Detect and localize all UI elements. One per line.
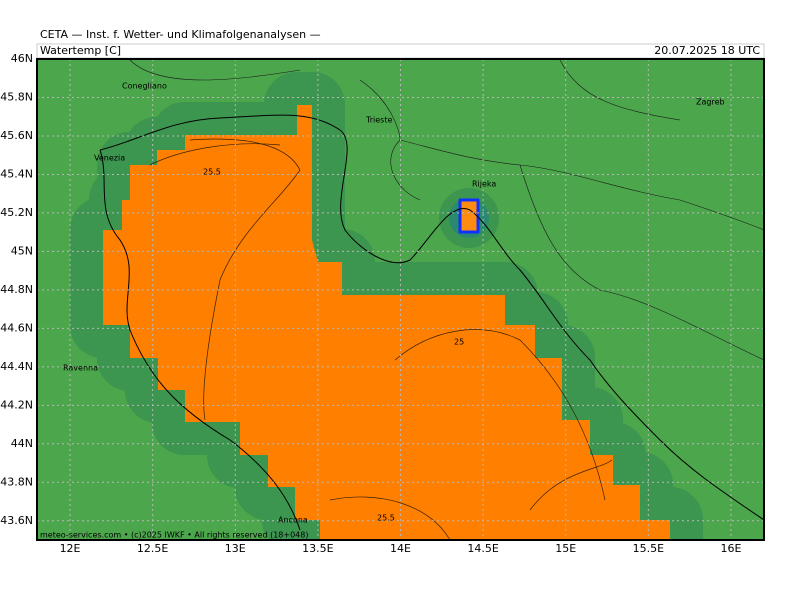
place-label: Ancona bbox=[278, 516, 308, 525]
contours bbox=[149, 138, 613, 540]
coastline bbox=[99, 59, 764, 531]
lat-tick-label: 44.4N bbox=[0, 360, 33, 373]
lat-tick-label: 45.8N bbox=[0, 90, 33, 103]
place-label: Ravenna bbox=[63, 364, 98, 373]
contour-label: 25.5 bbox=[203, 168, 221, 177]
map-frame bbox=[36, 58, 765, 541]
lon-tick-label: 13.5E bbox=[302, 542, 333, 555]
sea-field bbox=[70, 72, 703, 540]
lon-tick-label: 12E bbox=[60, 542, 81, 555]
place-label: Conegliano bbox=[122, 82, 167, 91]
map-area: Conegliano Venezia Trieste Rijeka Zagreb… bbox=[37, 59, 764, 540]
lat-tick-label: 45.6N bbox=[0, 129, 33, 142]
lon-tick-label: 14.5E bbox=[467, 542, 498, 555]
footer: meteo-services.com • (c)2025 IWKF • All … bbox=[40, 531, 308, 540]
contour-label: 25 bbox=[454, 338, 464, 347]
lat-tick-label: 45.4N bbox=[0, 167, 33, 180]
variable-label: Watertemp [C] bbox=[40, 44, 121, 57]
lon-tick-label: 15.5E bbox=[633, 542, 664, 555]
lat-tick-label: 45N bbox=[11, 244, 33, 257]
lat-tick-label: 44N bbox=[11, 437, 33, 450]
lat-tick-label: 44.2N bbox=[0, 398, 33, 411]
lat-tick-label: 44.6N bbox=[0, 321, 33, 334]
lon-tick-label: 16E bbox=[720, 542, 741, 555]
lon-tick-label: 15E bbox=[555, 542, 576, 555]
graticule bbox=[37, 59, 764, 540]
lon-tick-label: 12.5E bbox=[137, 542, 168, 555]
lat-tick-label: 43.6N bbox=[0, 514, 33, 527]
place-label: Rijeka bbox=[472, 180, 496, 189]
place-label: Venezia bbox=[94, 154, 125, 163]
place-label: Trieste bbox=[365, 116, 392, 125]
place-label: Zagreb bbox=[696, 98, 725, 107]
lon-tick-label: 13E bbox=[225, 542, 246, 555]
header-title: CETA — Inst. f. Wetter- und Klimafolgena… bbox=[40, 28, 321, 41]
lat-tick-label: 45.2N bbox=[0, 206, 33, 219]
lon-tick-label: 14E bbox=[390, 542, 411, 555]
contour-label: 25.5 bbox=[377, 514, 395, 523]
lat-tick-label: 46N bbox=[11, 52, 33, 65]
lat-tick-label: 43.8N bbox=[0, 475, 33, 488]
lat-tick-label: 44.8N bbox=[0, 283, 33, 296]
valid-time: 20.07.2025 18 UTC bbox=[654, 44, 760, 57]
axis-labels: 12E 12.5E 13E 13.5E 14E 14.5E 15E 15.5E 16E 46N 45… bbox=[0, 52, 741, 555]
